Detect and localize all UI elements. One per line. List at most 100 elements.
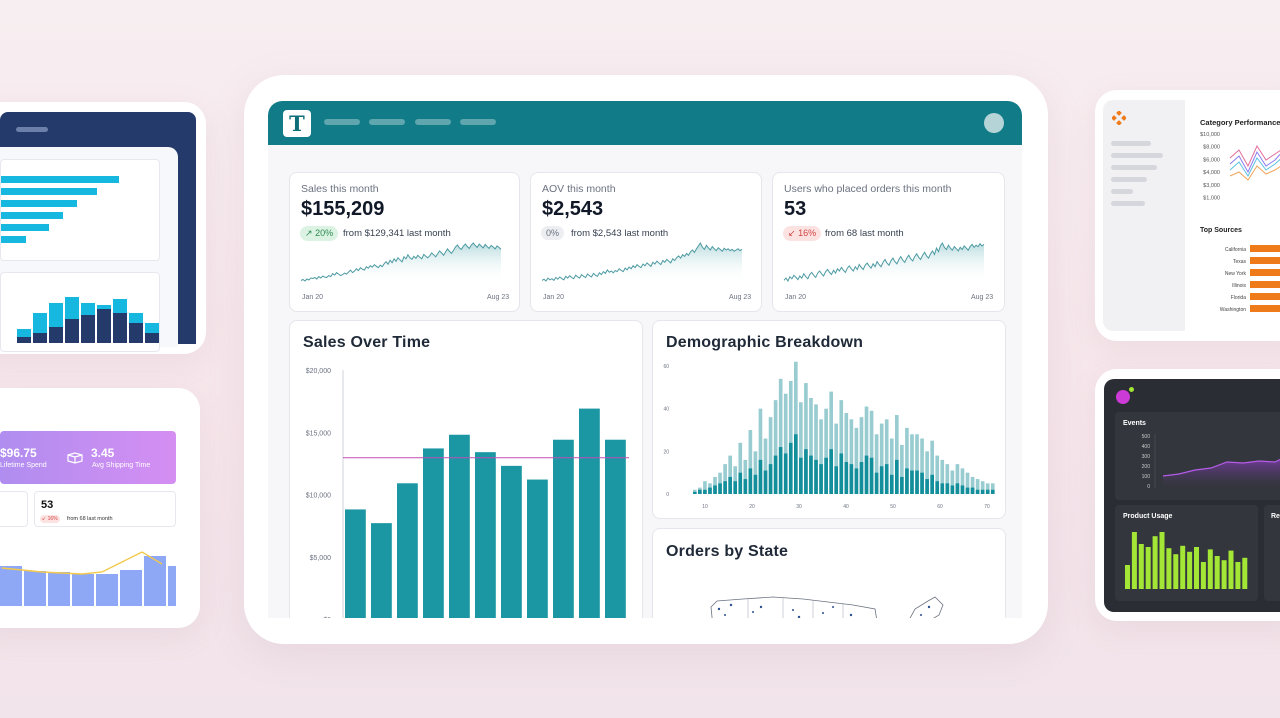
change-value: 16% (798, 228, 817, 238)
nav-item-3[interactable] (415, 119, 451, 125)
horizontal-bar (1, 176, 119, 183)
change-badge: ↗ 20% (300, 226, 339, 241)
y-tick-label: 400 (1142, 444, 1151, 450)
histogram-bar-segment (990, 489, 995, 494)
top-navigation-bar: T (268, 101, 1022, 145)
y-tick-label: $8,000 (1203, 145, 1220, 151)
y-tick-label: $6,000 (1203, 157, 1220, 163)
source-bar (1250, 293, 1280, 300)
nav-item-1[interactable] (324, 119, 360, 125)
nav-item-4[interactable] (460, 119, 496, 125)
histogram-bar-total (965, 472, 970, 494)
y-tick-label: 0 (1147, 484, 1150, 490)
left-kpi-from: from 68 last month (67, 516, 113, 522)
left-kpi-badge: ↙ 16% (40, 515, 60, 523)
histogram-bar-segment (743, 479, 748, 494)
demographic-histogram: 60402001020304050607080 (663, 361, 995, 510)
diamond-logo-icon (1111, 110, 1127, 126)
histogram-bar-total (915, 434, 919, 494)
usage-bar (1200, 562, 1206, 589)
sidebar-pill[interactable] (1111, 153, 1163, 158)
usage-bar (1207, 549, 1213, 589)
sparkline-chart (783, 241, 985, 283)
histogram-bar-total (935, 455, 940, 494)
brand-dot-icon (1116, 390, 1130, 404)
histogram-bar-segment (869, 457, 874, 494)
histogram-bar-segment (753, 474, 758, 494)
change-badge: 0% (541, 226, 565, 240)
y-tick-label: 100 (1142, 474, 1151, 480)
usage-bar (1131, 532, 1137, 589)
y-tick-label: $20,000 (306, 368, 331, 375)
histogram-bar-segment (965, 487, 970, 494)
x-axis-start: Jan 20 (543, 294, 565, 301)
sales-bar (397, 483, 418, 618)
stat2-value: 3.45 (91, 446, 115, 460)
card-title: Orders by State (666, 543, 789, 560)
usage-bar (1235, 562, 1241, 589)
histogram-bar-total (753, 451, 758, 494)
horizontal-bar (1, 224, 49, 231)
horizontal-bar (1, 188, 97, 195)
kpi-value: $2,543 (542, 198, 604, 220)
sidebar-pill[interactable] (1111, 201, 1145, 206)
user-avatar[interactable] (984, 113, 1004, 133)
histogram-bar-segment (900, 476, 904, 494)
comparison-bar (0, 566, 22, 606)
sources-title: Top Sources (1200, 227, 1242, 234)
histogram-bar-total (819, 419, 823, 494)
column-bar-segment (129, 323, 143, 343)
histogram-bar-segment (824, 457, 828, 494)
sidebar-pill[interactable] (1111, 165, 1157, 170)
sales-bar (449, 434, 470, 618)
x-tick-label: 50 (890, 504, 896, 510)
histogram-bar-segment (889, 474, 894, 494)
third-title: Re (1271, 513, 1280, 520)
histogram-bar-segment (884, 464, 889, 494)
y-tick-label: $15,000 (306, 430, 331, 437)
histogram-bar-total (738, 442, 743, 494)
usage-bar (1125, 565, 1130, 589)
histogram-bar-total (778, 378, 783, 494)
source-bar (1250, 305, 1280, 312)
nav-item-2[interactable] (369, 119, 405, 125)
sidebar-pill[interactable] (1111, 177, 1147, 182)
histogram-bar-total (990, 483, 995, 494)
sidebar-pill[interactable] (1111, 141, 1151, 146)
usage-bar (1166, 548, 1172, 589)
histogram-bar-segment (864, 455, 869, 494)
dark-panel: Events 500 400 300 200 100 0 Product Usage Re (1104, 379, 1280, 612)
demographic-card: Demographic Breakdown 60 40 20 0 10 20 30 40 50 6… (652, 320, 1006, 519)
histogram-bar-segment (778, 447, 783, 494)
histogram-bar-segment (980, 489, 985, 494)
histogram-bar-total (859, 417, 864, 494)
histogram-bar-segment (783, 453, 788, 494)
comparison-bar (48, 572, 70, 606)
histogram-bar-total (900, 444, 904, 494)
histogram-bar-segment (698, 489, 702, 494)
top-sources-bar-chart: California Texas New York Illinois Florida Wa… (1220, 245, 1280, 313)
histogram-bar-total (804, 383, 808, 494)
histogram-bar-total (748, 430, 753, 494)
histogram-bar-segment (930, 474, 934, 494)
histogram-bar-total (960, 468, 965, 494)
sparkline-chart (300, 242, 502, 283)
right-top-sidebar (1103, 100, 1185, 331)
histogram-bar-total (970, 476, 975, 494)
histogram-bar-total (773, 400, 778, 494)
x-tick-label: 20 (749, 504, 755, 510)
comparison-bar (144, 556, 166, 606)
histogram-bar-segment (985, 489, 990, 494)
arrow-down-left-icon: ↙ (42, 516, 47, 522)
app-logo[interactable]: T (283, 110, 311, 137)
histogram-bar-total (814, 404, 818, 494)
histogram-bar-segment (758, 459, 763, 494)
histogram-bar-total (879, 423, 884, 494)
y-tick-label: $10,000 (1200, 132, 1220, 138)
comparison-bar (72, 574, 94, 606)
usage-bar (1214, 556, 1220, 589)
column-bar-segment (49, 327, 63, 343)
sidebar-pill[interactable] (1111, 189, 1133, 194)
histogram-bar-total (975, 479, 980, 494)
sales-bar (579, 408, 600, 618)
